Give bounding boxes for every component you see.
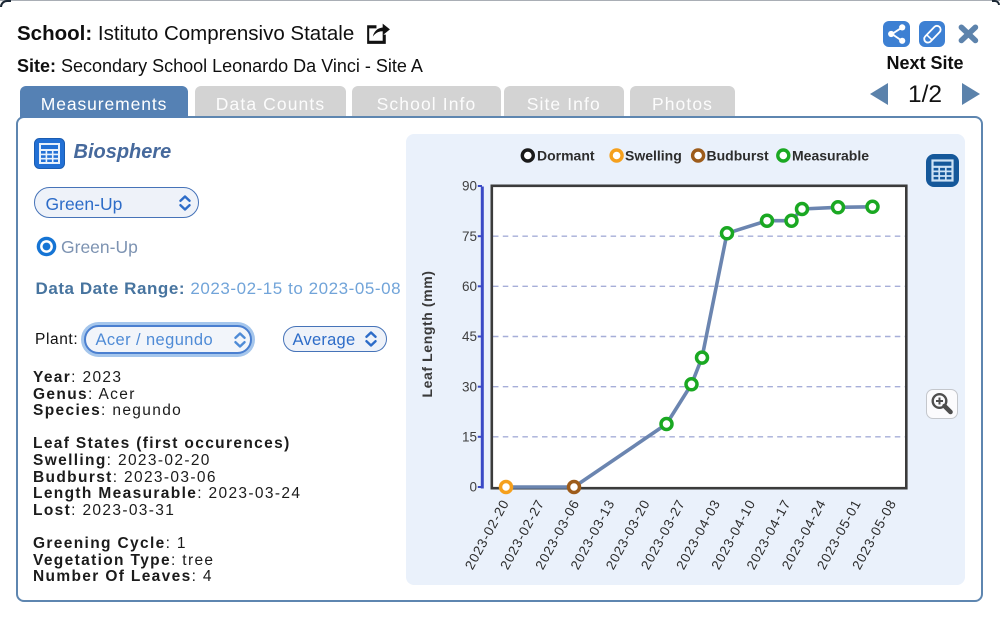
svg-text:75: 75 [462, 229, 477, 244]
svg-text:30: 30 [462, 379, 477, 394]
svg-text:Leaf Length (mm): Leaf Length (mm) [419, 270, 435, 397]
svg-text:Budburst: Budburst [707, 148, 770, 164]
svg-text:90: 90 [462, 179, 477, 194]
svg-text:Dormant: Dormant [537, 148, 595, 164]
svg-text:Measurable: Measurable [792, 148, 869, 164]
svg-text:45: 45 [462, 329, 477, 344]
svg-text:Swelling: Swelling [625, 148, 682, 164]
svg-text:0: 0 [469, 480, 477, 495]
svg-text:60: 60 [462, 279, 477, 294]
svg-text:15: 15 [462, 429, 477, 444]
